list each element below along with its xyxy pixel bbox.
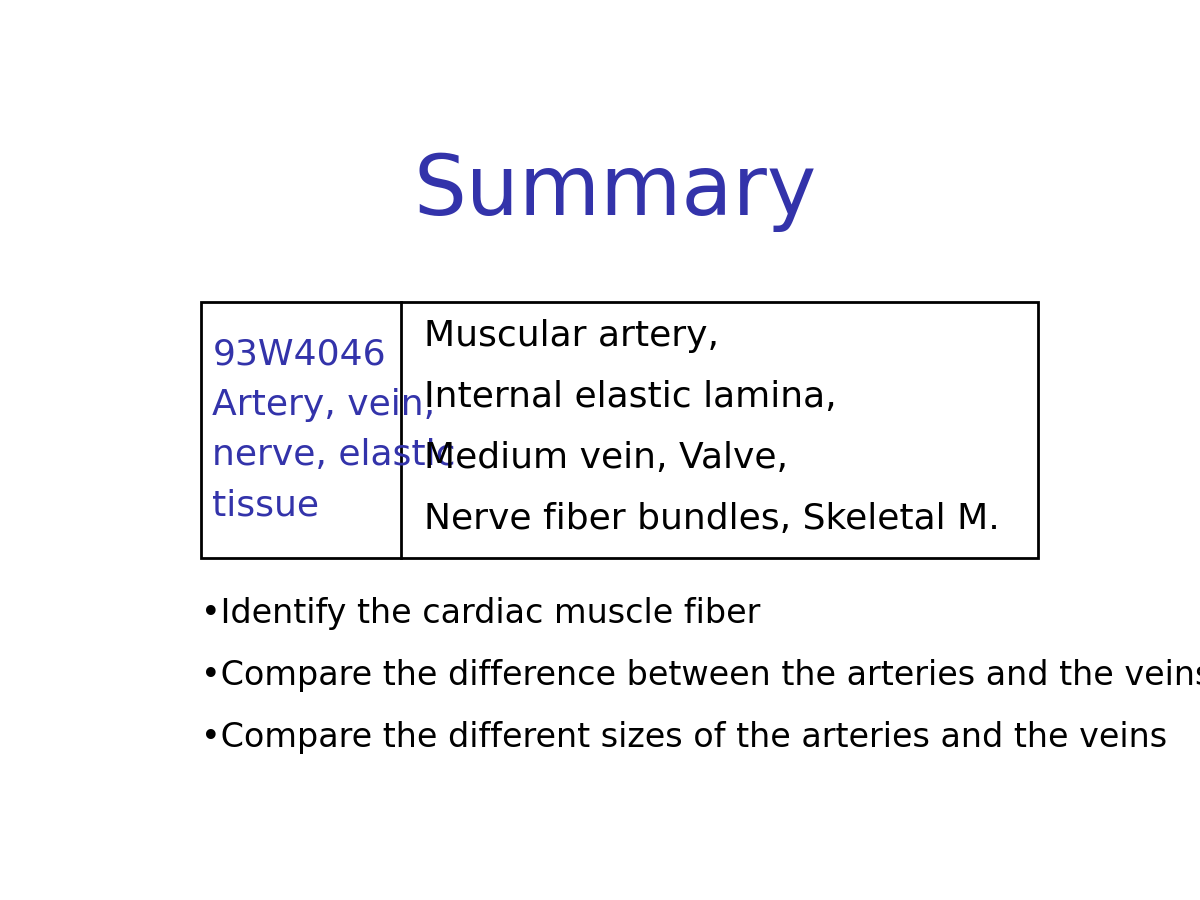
Text: •Compare the difference between the arteries and the veins: •Compare the difference between the arte… xyxy=(202,659,1200,692)
Text: •Compare the different sizes of the arteries and the veins: •Compare the different sizes of the arte… xyxy=(202,721,1168,754)
Text: Muscular artery,: Muscular artery, xyxy=(425,320,719,354)
Text: •Identify the cardiac muscle fiber: •Identify the cardiac muscle fiber xyxy=(202,597,761,630)
Text: Nerve fiber bundles, Skeletal M.: Nerve fiber bundles, Skeletal M. xyxy=(425,502,1000,536)
Text: Internal elastic lamina,: Internal elastic lamina, xyxy=(425,381,836,414)
Text: Medium vein, Valve,: Medium vein, Valve, xyxy=(425,441,788,475)
Bar xyxy=(202,302,1038,558)
Text: Summary: Summary xyxy=(413,150,817,231)
Text: 93W4046
Artery, vein,
nerve, elastic
tissue: 93W4046 Artery, vein, nerve, elastic tis… xyxy=(212,338,456,523)
